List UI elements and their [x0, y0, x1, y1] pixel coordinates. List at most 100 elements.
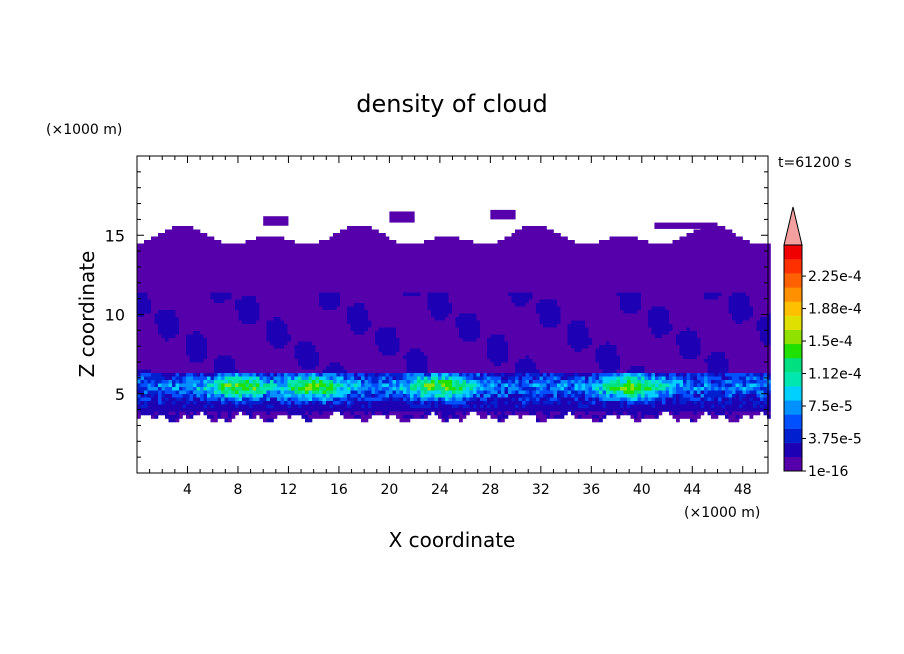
field-cell: [291, 401, 295, 405]
field-cell: [343, 352, 348, 356]
field-cell: [413, 324, 418, 328]
field-cell: [259, 257, 264, 262]
field-cell: [294, 394, 299, 398]
field-cell: [193, 331, 197, 335]
field-cell: [410, 397, 414, 402]
field-cell: [466, 257, 470, 262]
field-cell: [147, 317, 152, 321]
field-cell: [151, 355, 155, 360]
field-cell: [455, 362, 460, 367]
field-cell: [203, 401, 208, 405]
field-cell: [343, 348, 348, 353]
field-cell: [217, 243, 222, 248]
field-cell: [392, 352, 397, 356]
field-cell: [378, 348, 383, 353]
field-cell: [312, 296, 316, 300]
field-cell: [175, 299, 180, 304]
field-cell: [263, 362, 267, 367]
field-cell: [158, 313, 162, 318]
field-cell: [186, 278, 190, 283]
field-cell: [179, 303, 183, 307]
field-cell: [438, 369, 442, 374]
field-cell: [340, 264, 344, 269]
field-cell: [466, 411, 470, 416]
field-cell: [382, 411, 386, 416]
field-cell: [392, 278, 397, 283]
field-cell: [252, 345, 257, 349]
field-cell: [420, 331, 425, 335]
field-cell: [371, 282, 376, 286]
field-cell: [371, 268, 376, 272]
field-cell: [368, 401, 372, 405]
field-cell: [445, 317, 449, 321]
field-cell: [378, 282, 383, 286]
field-cell: [410, 404, 414, 409]
field-cell: [214, 415, 218, 419]
field-cell: [235, 296, 239, 300]
field-cell: [172, 376, 176, 381]
field-cell: [462, 306, 467, 311]
field-cell: [165, 282, 169, 286]
field-cell: [305, 397, 309, 402]
field-cell: [448, 317, 453, 321]
field-cell: [273, 268, 278, 272]
field-cell: [242, 271, 246, 276]
field-cell: [336, 285, 341, 290]
field-cell: [462, 387, 467, 391]
field-cell: [319, 352, 323, 356]
field-cell: [441, 380, 446, 384]
field-cell: [326, 247, 330, 251]
field-cell: [277, 373, 281, 377]
field-cell: [368, 268, 372, 272]
field-cell: [466, 397, 470, 402]
field-cell: [161, 268, 166, 272]
field-cell: [158, 362, 162, 367]
field-cell: [364, 240, 369, 244]
field-cell: [308, 366, 313, 370]
field-cell: [420, 271, 425, 276]
field-cell: [182, 254, 187, 258]
field-cell: [266, 338, 271, 342]
field-cell: [175, 229, 180, 234]
field-cell: [210, 404, 215, 409]
field-cell: [340, 236, 344, 241]
field-cell: [200, 285, 204, 290]
field-cell: [357, 408, 362, 412]
field-cell: [420, 310, 425, 314]
field-cell: [420, 257, 425, 262]
field-cell: [315, 299, 320, 304]
field-cell: [189, 355, 194, 360]
field-cell: [294, 289, 299, 293]
field-cell: [168, 408, 173, 412]
field-cell: [305, 362, 309, 367]
field-cell: [214, 264, 218, 269]
field-cell: [441, 376, 446, 381]
field-cell: [434, 282, 439, 286]
field-cell: [245, 292, 250, 297]
field-cell: [459, 240, 463, 244]
field-cell: [161, 254, 166, 258]
field-cell: [137, 380, 141, 384]
field-cell: [417, 317, 421, 321]
field-cell: [375, 394, 379, 398]
field-cell: [319, 355, 323, 360]
field-cell: [242, 317, 246, 321]
field-cell: [270, 348, 274, 353]
field-cell: [326, 299, 330, 304]
field-cell: [273, 285, 278, 290]
field-cell: [347, 296, 351, 300]
field-cell: [371, 390, 376, 395]
field-cell: [312, 261, 316, 265]
field-cell: [154, 303, 159, 307]
field-cell: [161, 240, 166, 244]
field-cell: [452, 397, 456, 402]
field-cell: [291, 289, 295, 293]
field-cell: [235, 376, 239, 381]
field-cell: [259, 355, 264, 360]
field-cell: [455, 243, 460, 248]
field-cell: [452, 243, 456, 248]
field-cell: [343, 285, 348, 290]
field-cell: [462, 338, 467, 342]
field-cell: [399, 348, 404, 353]
field-cell: [256, 236, 260, 241]
